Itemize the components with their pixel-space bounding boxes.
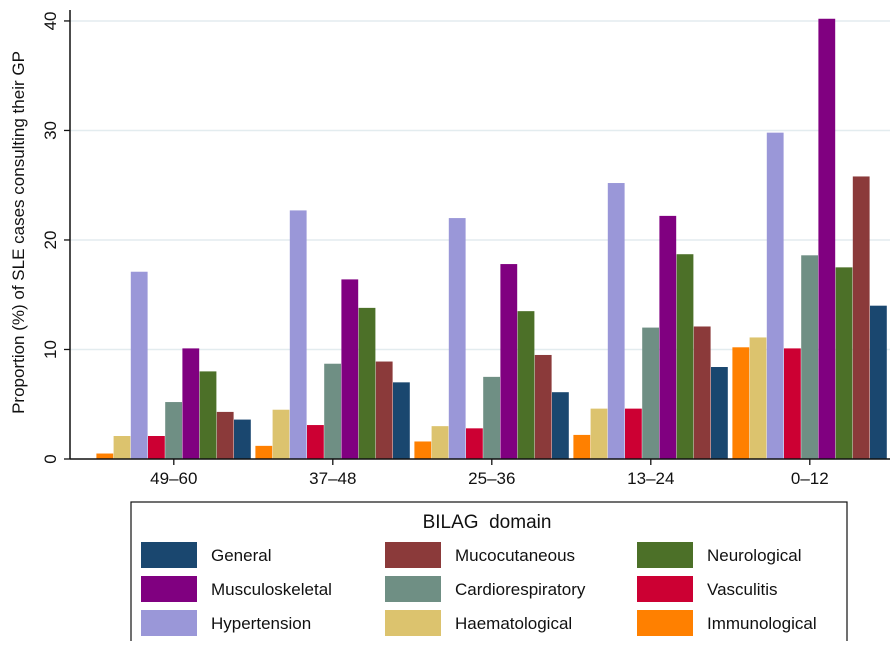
- bar-cardiorespiratory-2: [483, 376, 500, 459]
- legend-swatch: [637, 542, 693, 568]
- bar-vasculitis-1: [307, 425, 324, 459]
- bar-hypertension-4: [766, 132, 784, 459]
- bar-neurological-4: [835, 267, 853, 459]
- bar-immunological-3: [573, 434, 591, 459]
- bar-musculoskeletal-0: [182, 348, 200, 459]
- bar-hypertension-1: [289, 210, 307, 459]
- bar-general-3: [711, 367, 728, 459]
- bar-cardiorespiratory-0: [165, 402, 182, 459]
- y-ticks: 0 10 20 30 40: [41, 11, 70, 464]
- bar-hypertension-0: [130, 271, 148, 459]
- bar-neurological-1: [358, 307, 376, 459]
- x-tick-label: 49–60: [150, 469, 197, 488]
- bar-neurological-0: [199, 371, 217, 459]
- legend-swatch: [385, 542, 441, 568]
- y-tick-label: 30: [41, 121, 60, 140]
- legend-box: [130, 501, 848, 646]
- x-tick-label: 25–36: [468, 469, 515, 488]
- legend-label: Immunological: [707, 614, 817, 633]
- bar-general-0: [234, 419, 251, 459]
- y-tick-label: 10: [41, 340, 60, 359]
- x-tick-label: 37–48: [309, 469, 356, 488]
- bar-general-4: [870, 305, 887, 459]
- legend-swatch: [385, 610, 441, 636]
- legend-label: Musculoskeletal: [211, 580, 332, 599]
- bar-hypertension-2: [448, 218, 466, 459]
- bar-haematological-0: [113, 436, 131, 459]
- bar-cardiorespiratory-3: [642, 327, 659, 459]
- legend-title: BILAG domain: [423, 512, 552, 533]
- bar-mucocutaneous-4: [852, 176, 870, 459]
- bar-musculoskeletal-2: [500, 264, 518, 459]
- bar-immunological-0: [96, 453, 114, 459]
- bar-neurological-3: [676, 254, 694, 459]
- legend-label: Hypertension: [211, 614, 311, 633]
- legend-swatch: [385, 576, 441, 602]
- y-axis-label: Proportion (%) of SLE cases consulting t…: [9, 51, 28, 414]
- bar-immunological-2: [414, 441, 432, 459]
- bar-vasculitis-4: [784, 348, 801, 459]
- legend-label: Cardiorespiratory: [455, 580, 586, 599]
- bar-haematological-2: [431, 426, 449, 459]
- bar-mucocutaneous-3: [693, 326, 711, 459]
- bar-mucocutaneous-2: [534, 354, 552, 459]
- legend-label: Mucocutaneous: [455, 546, 575, 565]
- y-tick-label: 40: [41, 11, 60, 30]
- legend-swatch: [141, 576, 197, 602]
- legend-swatch: [141, 610, 197, 636]
- legend: BILAG domain General Mucocutaneous Neurolo…: [130, 501, 848, 646]
- legend-swatch: [141, 542, 197, 568]
- x-tick-label: 13–24: [627, 469, 674, 488]
- bar-cardiorespiratory-4: [801, 255, 818, 459]
- bar-cardiorespiratory-1: [324, 363, 341, 459]
- legend-label: Vasculitis: [707, 580, 778, 599]
- x-tick-label: 0–12: [791, 469, 829, 488]
- legend-label: Haematological: [455, 614, 572, 633]
- bar-immunological-1: [255, 445, 273, 459]
- bar-haematological-4: [749, 337, 767, 459]
- bar-mucocutaneous-0: [216, 411, 234, 459]
- axes: [69, 10, 890, 460]
- x-ticks: 49–60 37–48 25–36 13–24 0–12: [150, 459, 829, 488]
- y-tick-label: 0: [41, 454, 60, 463]
- bar-musculoskeletal-3: [659, 215, 677, 459]
- bar-general-1: [393, 382, 410, 459]
- bar-mucocutaneous-1: [375, 361, 393, 459]
- bar-general-2: [552, 392, 569, 459]
- bar-musculoskeletal-4: [818, 18, 836, 459]
- legend-label: Neurological: [707, 546, 802, 565]
- bar-vasculitis-0: [148, 436, 165, 459]
- bar-vasculitis-3: [625, 408, 642, 459]
- bar-musculoskeletal-1: [341, 279, 359, 459]
- legend-label: General: [211, 546, 271, 565]
- bar-neurological-2: [517, 311, 535, 459]
- legend-swatch: [637, 610, 693, 636]
- y-tick-label: 20: [41, 231, 60, 250]
- bar-hypertension-3: [607, 183, 625, 459]
- bars: [96, 18, 887, 459]
- bar-vasculitis-2: [466, 428, 483, 459]
- bar-immunological-4: [732, 347, 750, 459]
- legend-swatch: [637, 576, 693, 602]
- bar-haematological-1: [272, 409, 290, 459]
- bar-haematological-3: [590, 408, 608, 459]
